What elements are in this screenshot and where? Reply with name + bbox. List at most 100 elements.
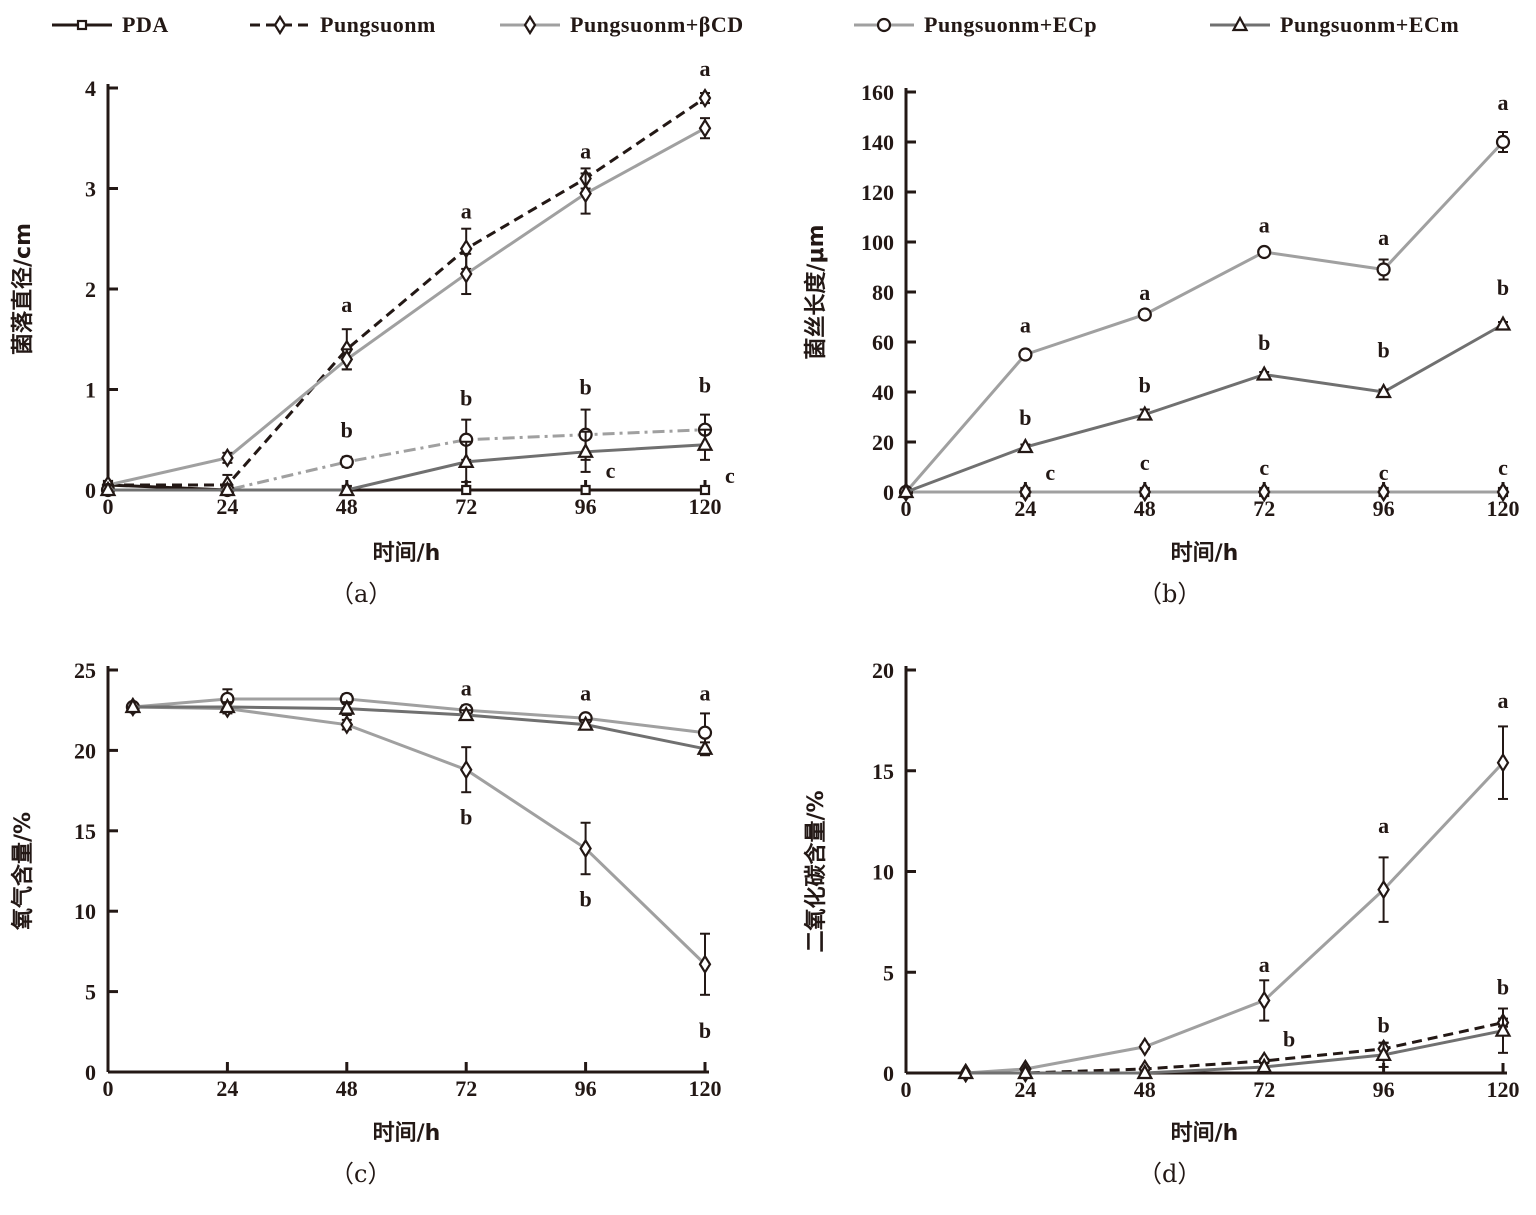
significance-label: b	[1497, 974, 1509, 999]
significance-label: a	[461, 199, 472, 224]
significance-label: b	[1377, 1013, 1389, 1038]
data-point-diamond	[698, 954, 712, 975]
data-point-diamond	[1377, 879, 1390, 900]
series-ecm	[957, 1007, 1512, 1080]
legend-triangle-icon	[1231, 15, 1249, 32]
data-point-triangle	[1375, 1045, 1392, 1061]
y-tick-label: 1	[85, 378, 96, 403]
data-point-triangle	[1136, 405, 1154, 421]
x-tick-label: 72	[1253, 496, 1275, 521]
y-axis-title: 菌丝长度/μm	[803, 224, 829, 359]
series-line	[132, 697, 706, 735]
legend-diamond-icon	[523, 14, 537, 36]
significance-label: c	[1140, 450, 1150, 475]
legend-circle-icon	[876, 17, 892, 33]
data-point-diamond	[1257, 990, 1271, 1011]
chart-c-svg: 0 5 10 15 20 25 0 24 48 72 96 120 时间/h 氧气含量/% a a a b b b	[10, 658, 722, 1146]
chart-d-svg: 0 5 10 15 20 0 24 48 72 96 120 时间/h 二氧化碳含量/% a a a b b b	[803, 658, 1520, 1146]
panel-caption: （c）	[330, 1160, 392, 1188]
x-axis-title: 时间/h	[373, 1121, 441, 1146]
data-point-diamond	[340, 349, 354, 370]
x-tick-label: 0	[901, 1077, 912, 1102]
series-ecm	[124, 697, 714, 757]
legend-swatch-pungsuonm	[250, 14, 310, 36]
x-tick-label: 96	[575, 494, 597, 519]
y-tick-label: 5	[85, 980, 96, 1005]
legend-label: Pungsuonm	[320, 12, 436, 37]
panel-b-hyphal-length: 0 20 40 60 80 100 120 140 160 0 24 48 72 96 120 时间/h 菌丝长…	[768, 50, 1536, 630]
significance-label: b	[579, 886, 591, 911]
series-ecp	[125, 688, 713, 754]
data-point-triangle	[1255, 365, 1273, 381]
y-tick-label: 20	[872, 658, 894, 683]
data-point-diamond	[340, 714, 354, 735]
data-point-circle	[1376, 262, 1391, 277]
series-line	[132, 705, 707, 966]
legend-label: Pungsuonm+ECp	[924, 12, 1098, 37]
series-bcd	[899, 481, 1510, 503]
data-point-triangle	[1494, 1021, 1512, 1037]
x-tick-label: 0	[901, 496, 912, 521]
x-tick-label: 120	[1487, 1077, 1520, 1102]
series-line	[107, 126, 706, 487]
y-tick-label: 10	[872, 860, 894, 885]
y-tick-label: 2	[85, 277, 96, 302]
significance-label: b	[1019, 405, 1031, 430]
data-point-square	[580, 484, 591, 496]
significance-label: b	[699, 372, 711, 397]
y-axis-title: 二氧化碳含量/%	[803, 790, 829, 952]
series-line	[108, 443, 706, 492]
data-point-triangle	[457, 452, 475, 468]
legend-item-pda: PDA	[50, 8, 169, 42]
data-point-circle	[1257, 244, 1272, 260]
panel-caption: （d）	[1138, 1160, 1202, 1188]
series-line	[904, 140, 1505, 493]
data-point-triangle	[957, 1063, 975, 1080]
data-point-triangle	[1017, 1063, 1034, 1080]
panel-d-co2-content: 0 5 10 15 20 0 24 48 72 96 120 时间/h 二氧化碳含量/% a a a b b b （d…	[768, 630, 1536, 1210]
series-ecm	[99, 428, 714, 497]
x-tick-label: 48	[1134, 1077, 1156, 1102]
y-tick-label: 10	[74, 899, 96, 924]
series-ecp	[100, 408, 713, 498]
series-pda	[102, 479, 711, 496]
significance-label: c	[725, 463, 735, 488]
significance-label: a	[580, 138, 591, 163]
y-tick-label: 5	[883, 960, 894, 985]
series-line	[108, 96, 706, 487]
legend-swatch-ecp	[854, 17, 914, 33]
y-tick-label: 120	[861, 180, 894, 205]
data-point-triangle	[99, 480, 117, 497]
y-axis-title: 氧气含量/%	[10, 812, 36, 931]
y-tick-label: 15	[872, 759, 894, 784]
data-point-triangle	[457, 705, 475, 722]
data-point-circle	[339, 454, 354, 469]
y-tick-label: 3	[85, 177, 96, 202]
data-point-triangle	[124, 697, 142, 714]
y-tick-label: 40	[872, 380, 894, 405]
x-tick-label: 48	[1134, 496, 1156, 521]
y-axis-title: 菌落直径/cm	[10, 223, 36, 355]
y-tick-label: 20	[872, 430, 894, 455]
data-point-diamond	[1496, 481, 1510, 503]
data-point-triangle	[577, 715, 594, 731]
data-point-triangle	[219, 697, 236, 714]
significance-label: b	[1139, 373, 1151, 398]
data-point-triangle	[338, 699, 356, 715]
significance-label: c	[1045, 460, 1055, 485]
series-line	[108, 428, 706, 492]
x-tick-label: 24	[216, 494, 238, 519]
y-tick-label: 0	[883, 1061, 894, 1086]
legend-label: PDA	[122, 12, 169, 37]
data-point-triangle	[219, 480, 236, 497]
significance-label: a	[461, 676, 472, 701]
x-tick-label: 72	[1253, 1077, 1275, 1102]
data-point-triangle	[1375, 382, 1392, 399]
data-point-diamond	[1138, 1036, 1152, 1057]
data-point-diamond	[1377, 481, 1390, 503]
x-tick-label: 96	[1373, 1077, 1395, 1102]
panel-a-colony-diameter: 0 1 2 3 4 0 24 48 72 96 120 时间/h 菌落直径/cm a a a a b b b b c c （a…	[0, 50, 768, 630]
x-tick-label: 24	[1014, 496, 1036, 521]
significance-label: a	[700, 681, 711, 706]
